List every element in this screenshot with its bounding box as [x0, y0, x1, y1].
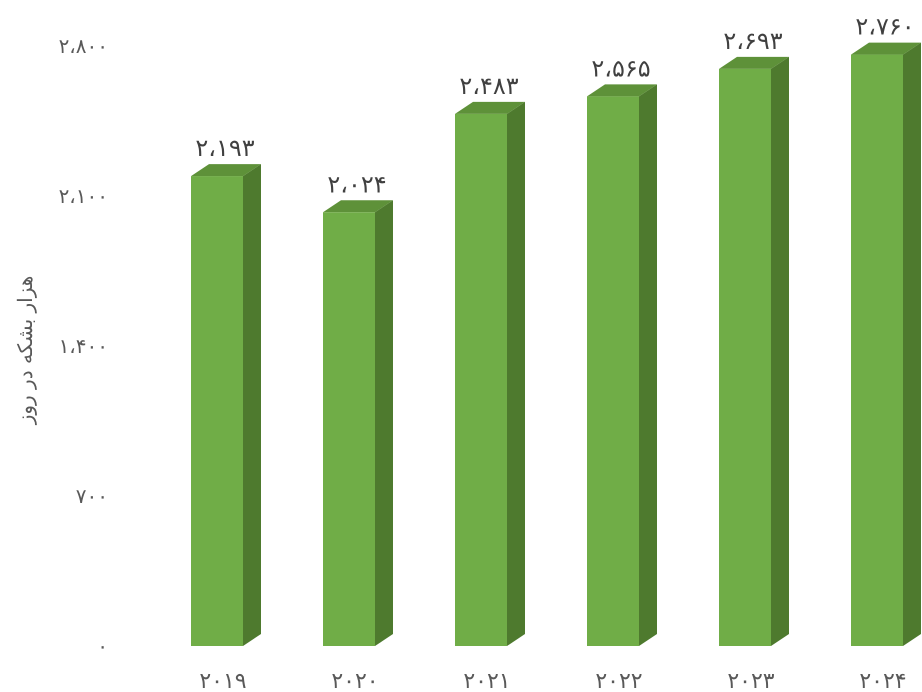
data-labels: ۲،۱۹۳ ۲،۰۲۴ ۲،۴۸۳ ۲،۵۶۵ ۲،۶۹۳ ۲،۷۶۰ [195, 13, 914, 199]
y-tick-label: ۲،۱۰۰ [59, 184, 108, 208]
x-tick-label: ۲۰۲۱ [463, 669, 510, 692]
bar-top [323, 200, 393, 213]
bar-front [455, 113, 507, 646]
data-label: ۲،۷۶۰ [855, 13, 914, 41]
bar [191, 164, 261, 647]
bar [719, 56, 789, 646]
data-label: ۲،۰۲۴ [327, 170, 386, 198]
y-tick-label: ۰ [97, 634, 108, 658]
bar [587, 84, 657, 647]
bar-side [639, 84, 657, 647]
x-tick-label: ۲۰۲۴ [859, 669, 906, 692]
bar [323, 200, 393, 647]
x-tick-label: ۲۰۲۲ [595, 669, 642, 692]
bars [191, 42, 921, 647]
data-label: ۲،۶۹۳ [723, 27, 782, 55]
bar-front [719, 68, 771, 646]
data-label: ۲،۱۹۳ [195, 134, 254, 162]
bar-side [507, 101, 525, 646]
bar-front [587, 96, 639, 647]
bar-side [375, 200, 393, 647]
bar [851, 42, 921, 647]
y-tick-label: ۷۰۰ [76, 484, 108, 508]
bar-top [719, 56, 789, 69]
bar-front [191, 176, 243, 647]
bar-front [851, 54, 903, 647]
bar-side [771, 56, 789, 646]
x-tick-label: ۲۰۲۰ [331, 669, 378, 692]
bar-top [455, 101, 525, 114]
data-label: ۲،۵۶۵ [591, 54, 650, 82]
bar-top [587, 84, 657, 97]
y-tick-label: ۲،۸۰۰ [59, 34, 108, 58]
x-tick-label: ۲۰۲۳ [727, 669, 774, 692]
bar-side [903, 42, 921, 647]
bar [455, 101, 525, 646]
bar-top [851, 42, 921, 55]
bar-side [243, 164, 261, 647]
data-label: ۲،۴۸۳ [459, 72, 518, 100]
y-tick-label: ۱،۴۰۰ [59, 334, 108, 358]
bar-front [323, 212, 375, 647]
bar-top [191, 164, 261, 177]
y-ticks: ۰ ۷۰۰ ۱،۴۰۰ ۲،۱۰۰ ۲،۸۰۰ [59, 34, 108, 658]
x-ticks: ۲۰۱۹ ۲۰۲۰ ۲۰۲۱ ۲۰۲۲ ۲۰۲۳ ۲۰۲۴ [199, 669, 906, 692]
x-tick-label: ۲۰۱۹ [199, 669, 246, 692]
